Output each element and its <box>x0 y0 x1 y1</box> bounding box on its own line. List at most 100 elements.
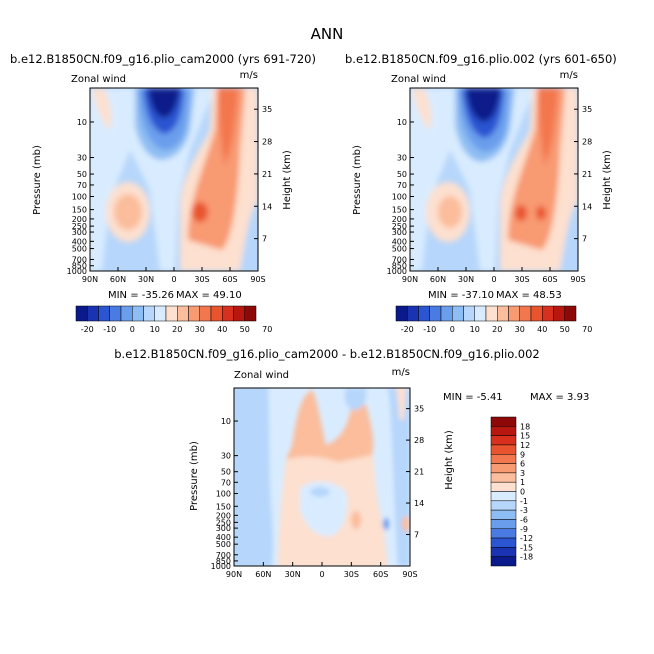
p3-ytick-label: 150 <box>216 502 231 511</box>
p2-ytick-right-label: 28 <box>582 138 592 147</box>
p2-colorbar-label: 0 <box>450 325 455 334</box>
panel-3-max-label: MAX = 3.93 <box>530 392 589 403</box>
p3-colorbar-label: 15 <box>520 432 530 441</box>
p2-ytick-label: 150 <box>392 206 407 215</box>
panel-2-units: m/s <box>560 70 578 81</box>
p2-colorbar-label: 30 <box>515 325 525 334</box>
p2-colorbar-box <box>440 305 453 322</box>
p1-colorbar-box <box>75 305 88 322</box>
panel-3-left-label: Zonal wind <box>234 370 289 381</box>
p1-colorbar-label: 40 <box>217 325 227 334</box>
p3-colorbar-label: 0 <box>520 488 525 497</box>
p2-colorbar-label: -10 <box>423 325 436 334</box>
panel-3-ticks: 90N 60N 30N 0 30S 60S 90S103050701001502002503… <box>211 405 425 579</box>
p1-ytick-label: 150 <box>72 206 87 215</box>
panel-1: b.e12.B1850CN.f09_g16.plio_cam2000 (yrs … <box>10 52 316 334</box>
p1-colorbar-box <box>132 305 144 322</box>
p2-colorbar-label: 70 <box>582 325 592 334</box>
p1-colorbar-box <box>154 305 167 322</box>
p3-colorbar-label: -1 <box>520 497 528 506</box>
p1-ytick-label: 850 <box>72 262 87 271</box>
p3-ytick-label: 70 <box>221 478 231 487</box>
p1-xtick-label: 30N <box>138 275 154 284</box>
panel-3-units: m/s <box>392 367 410 378</box>
p1-colorbar-label: 10 <box>150 325 160 334</box>
p3-ytick-label: 50 <box>221 468 231 477</box>
p1-colorbar-box <box>222 305 234 322</box>
p3-colorbar-box <box>490 528 517 539</box>
p3-colorbar-box <box>490 416 517 427</box>
p1-colorbar-box <box>244 305 257 322</box>
p1-ytick-label: 50 <box>77 170 87 179</box>
p3-xtick-label: 90S <box>402 570 417 579</box>
p2-colorbar-label: 20 <box>492 325 502 334</box>
panel-3-pos-edge <box>402 516 410 532</box>
p3-colorbar-box <box>490 435 517 446</box>
p3-colorbar-box <box>490 426 517 436</box>
p2-ytick-label: 400 <box>392 237 407 246</box>
panel-1-nh-jet-core <box>114 194 142 230</box>
panel-2-sh-jet-core-a <box>515 205 527 221</box>
p3-colorbar-label: 9 <box>520 450 525 459</box>
panel-1-subtitle: b.e12.B1850CN.f09_g16.plio_cam2000 (yrs … <box>10 52 316 66</box>
p1-ytick-right-label: 7 <box>262 235 267 244</box>
p1-colorbar-label: 20 <box>172 325 182 334</box>
p3-ytick-label: 300 <box>216 524 231 533</box>
p1-ytick-label: 250 <box>72 222 87 231</box>
p2-xtick-label: 60S <box>542 275 557 284</box>
p3-colorbar-box <box>490 556 517 567</box>
p1-xtick-label: 30S <box>194 275 209 284</box>
p2-colorbar-box <box>553 305 565 322</box>
p2-colorbar-box <box>508 305 520 322</box>
p2-ytick-label: 100 <box>392 192 407 201</box>
panel-2-colorbar: -20 -10 0 10 20 30 40 50 70 <box>395 305 592 334</box>
p1-colorbar-box <box>199 305 212 322</box>
p3-ytick-label: 200 <box>216 511 231 520</box>
p2-colorbar-label: 40 <box>537 325 547 334</box>
panel-1-sh-edge <box>240 200 258 271</box>
p3-colorbar-box <box>490 500 517 511</box>
p3-colorbar-label: 3 <box>520 469 525 478</box>
p3-colorbar-box <box>490 481 517 492</box>
p1-colorbar-box <box>233 305 245 322</box>
panel-1-colorbar: -20 -10 0 10 20 30 40 50 70 <box>75 305 272 334</box>
panel-2-ticks: 90N 60N 30N 0 30S 60S 90S103050701001502002503… <box>387 105 593 284</box>
p1-colorbar-box <box>210 305 223 322</box>
p3-colorbar-box <box>490 444 517 455</box>
p2-colorbar-box <box>452 305 464 322</box>
panel-1-left-label: Zonal wind <box>71 74 126 85</box>
p2-colorbar-label: 10 <box>470 325 480 334</box>
p2-ytick-label: 200 <box>392 215 407 224</box>
p3-colorbar-box <box>490 509 517 520</box>
p2-xtick-label: 90N <box>402 275 418 284</box>
panel-1-ticks: 90N 60N 30N 0 30S 60S 90S103050701001502002503… <box>67 105 273 284</box>
p1-colorbar-box <box>143 305 155 322</box>
p2-ytick-label: 300 <box>392 228 407 237</box>
p1-ytick-label: 700 <box>72 255 87 264</box>
panel-2-sh-jet-core-b <box>536 206 546 220</box>
panel-2-easterly-max <box>466 88 501 122</box>
p2-ytick-right-label: 21 <box>582 170 592 179</box>
panel-3-min-label: MIN = -5.41 <box>443 392 503 403</box>
p1-ytick-right-label: 21 <box>262 170 272 179</box>
p3-xtick-label: 30S <box>344 570 359 579</box>
p1-ytick-label: 10 <box>77 118 87 127</box>
p2-ytick-label: 700 <box>392 255 407 264</box>
panel-3-sh-pos <box>396 388 406 420</box>
p3-ytick-label: 10 <box>221 417 231 426</box>
p2-ytick-right-label: 14 <box>582 202 592 211</box>
p1-xtick-label: 60S <box>222 275 237 284</box>
p1-colorbar-box <box>120 305 133 322</box>
panel-2-ylabel-right: Height (km) <box>602 150 613 210</box>
panel-1-sh-jet-core <box>192 202 208 222</box>
panel-3: b.e12.B1850CN.f09_g16.plio_cam2000 - b.e… <box>114 347 589 579</box>
p2-xtick-label: 90S <box>570 275 585 284</box>
panel-3-neg-mid-core <box>310 487 330 497</box>
p2-colorbar-box <box>474 305 487 322</box>
p1-ytick-label: 1000 <box>67 267 87 276</box>
p3-colorbar-box <box>490 537 517 548</box>
p3-ytick-label: 1000 <box>211 562 231 571</box>
p2-ytick-label: 50 <box>397 170 407 179</box>
p3-colorbar-label: -6 <box>520 515 528 524</box>
